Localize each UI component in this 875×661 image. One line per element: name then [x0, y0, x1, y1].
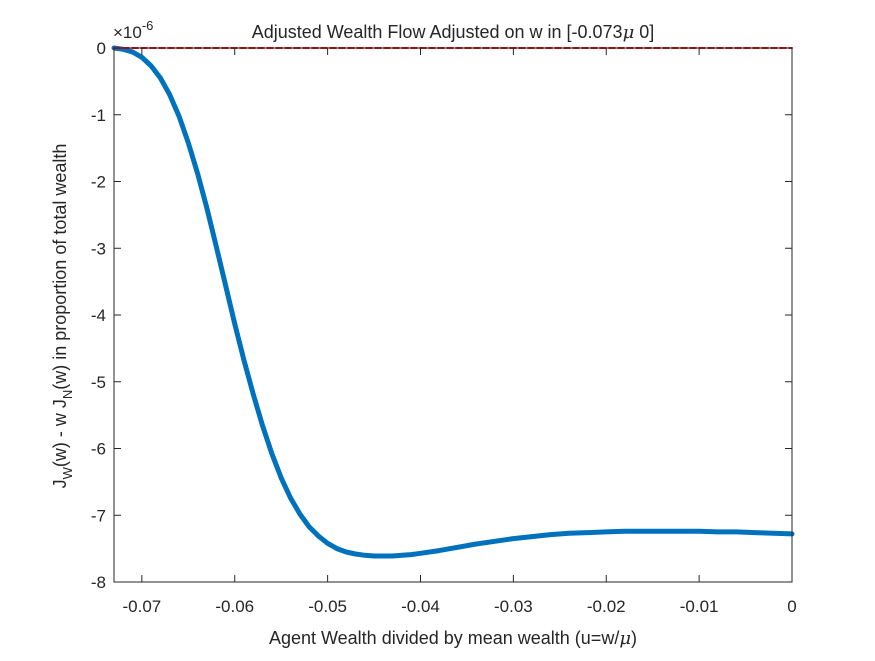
x-tick-label: 0 — [787, 597, 796, 616]
flow-curve-series — [111, 45, 795, 559]
y-tick-label: -8 — [91, 573, 106, 592]
x-tick-label: -0.05 — [308, 597, 347, 616]
chart-title-end: 0] — [634, 22, 654, 42]
x-tick-label: -0.02 — [587, 597, 626, 616]
plot-area — [114, 48, 792, 582]
x-axis-title: Agent Wealth divided by mean wealth (u=w… — [269, 628, 637, 649]
y-tick-label: -4 — [91, 306, 106, 325]
y-axis-title-part-2: (w) - w J — [50, 399, 70, 467]
y-tick-label: -3 — [91, 239, 106, 258]
y-axis-title-sub-2: N — [60, 390, 75, 399]
chart-title-mu: μ — [623, 22, 635, 43]
y-tick-label: 0 — [97, 39, 106, 58]
y-tick-label: -2 — [91, 173, 106, 192]
y-tick-label: -7 — [91, 506, 106, 525]
y-axis-title-sub-1: W — [60, 466, 75, 479]
y-axis-title-part-3: (w) in proportion of total wealth — [50, 144, 70, 390]
y-axis-exponent-power: -6 — [142, 18, 154, 33]
x-tick-label: -0.04 — [401, 597, 440, 616]
x-tick-label: -0.06 — [215, 597, 254, 616]
chart-title: Adjusted Wealth Flow Adjusted on w in [-… — [252, 22, 655, 43]
x-tick-label: -0.01 — [680, 597, 719, 616]
chart-title-text: Adjusted Wealth Flow Adjusted on w in [-… — [252, 22, 623, 42]
x-axis-ticks: -0.07 -0.06 -0.05 -0.04 -0.03 -0.02 -0.01 0 — [122, 48, 797, 616]
y-tick-label: -6 — [91, 440, 106, 459]
x-tick-label: -0.07 — [122, 597, 161, 616]
y-axis-exponent-base: ×10 — [113, 23, 142, 42]
y-axis-title-part-1: J — [50, 479, 70, 488]
x-axis-title-end: ) — [631, 628, 637, 648]
x-tick-label: -0.03 — [494, 597, 533, 616]
y-tick-label: -1 — [91, 106, 106, 125]
y-axis-exponent: ×10-6 — [113, 18, 153, 42]
y-axis-title: JW(w) - w JN(w) in proportion of total w… — [50, 144, 75, 489]
y-tick-label: -5 — [91, 373, 106, 392]
x-axis-title-text: Agent Wealth divided by mean wealth (u=w… — [269, 628, 619, 648]
x-axis-title-mu: μ — [619, 628, 631, 649]
y-axis-ticks: 0 -1 -2 -3 -4 -5 -6 -7 -8 — [91, 39, 792, 592]
